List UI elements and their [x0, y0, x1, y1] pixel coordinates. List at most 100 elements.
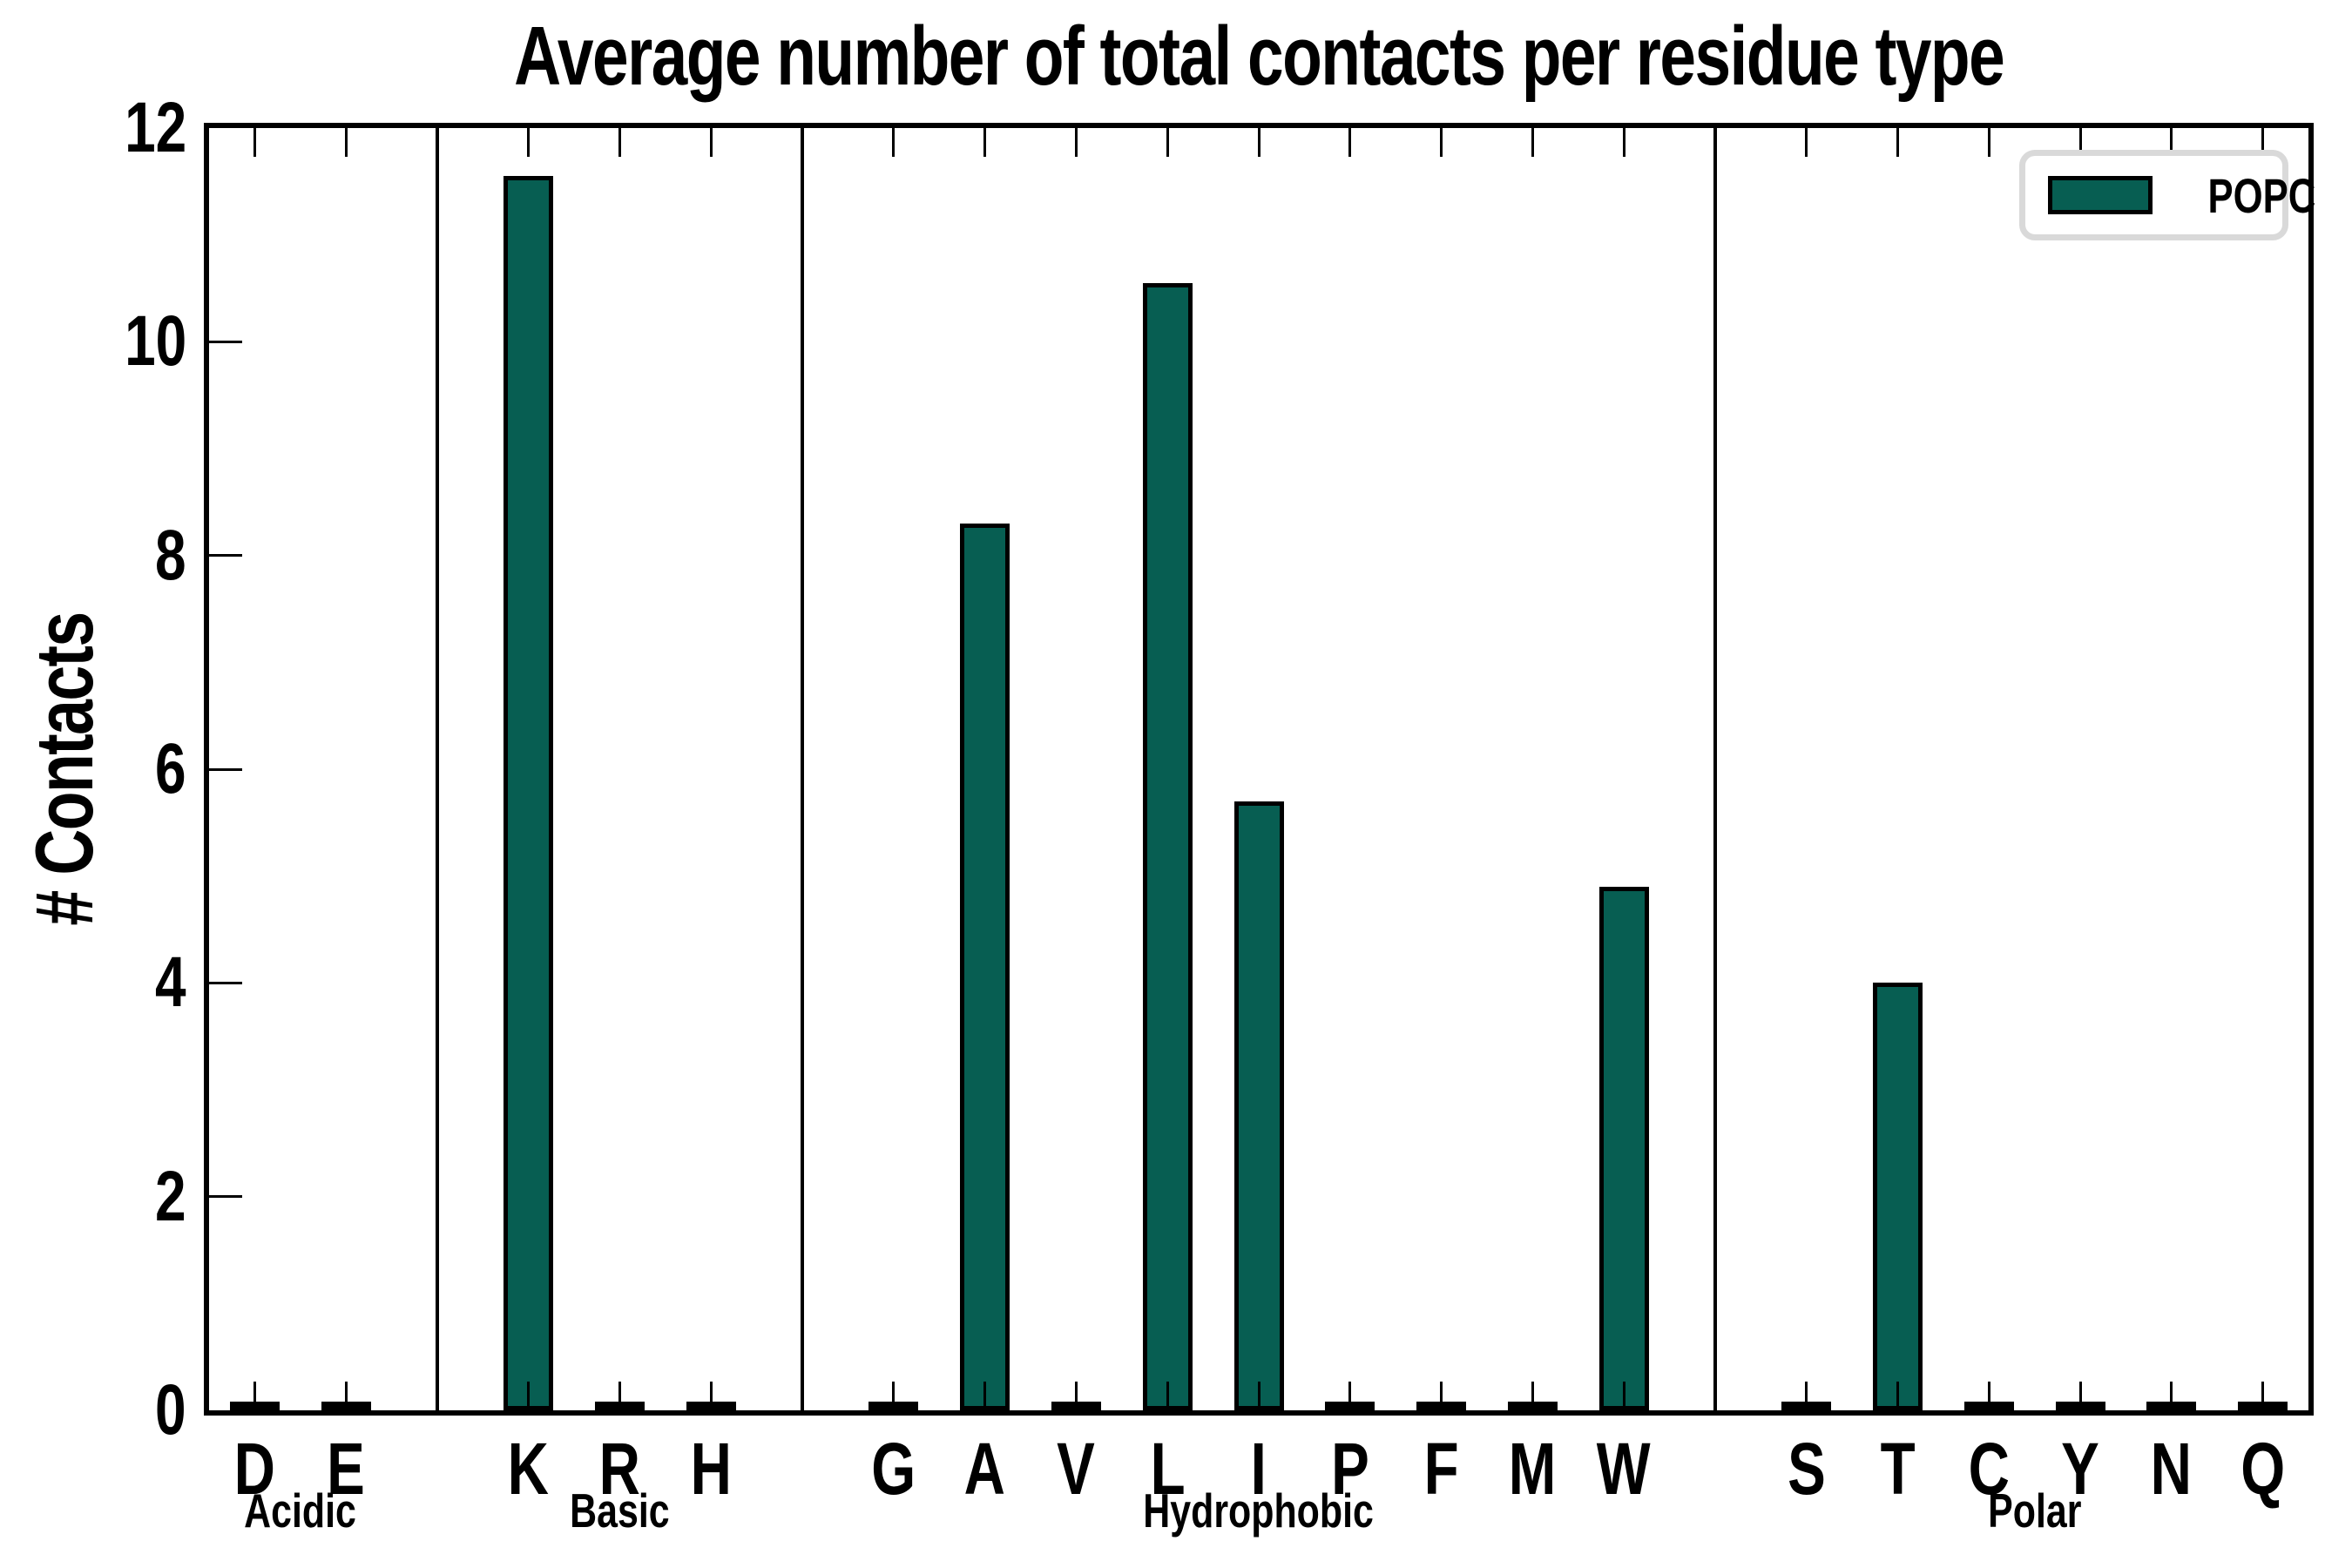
x-tick-bottom-A	[983, 1382, 987, 1410]
x-tick-bottom-Y	[2078, 1382, 2082, 1410]
y-tick-8	[209, 554, 242, 558]
x-tick-label-E: E	[294, 1430, 398, 1507]
x-tick-label-text: Y	[2061, 1428, 2099, 1510]
x-tick-top-Q	[2261, 128, 2265, 157]
y-tick-label-text: 12	[124, 88, 186, 167]
x-tick-label-D: D	[202, 1430, 307, 1507]
x-tick-bottom-Q	[2261, 1382, 2265, 1410]
x-tick-label-text: V	[1057, 1428, 1096, 1510]
group-label-text: Hydrophobic	[1143, 1484, 1375, 1538]
legend-label: POPC	[2193, 167, 2331, 224]
x-tick-label-text: I	[1250, 1428, 1267, 1510]
x-tick-bottom-V	[1074, 1382, 1078, 1410]
x-tick-bottom-M	[1531, 1382, 1534, 1410]
x-tick-bottom-E	[344, 1382, 348, 1410]
legend-swatch-popc	[2048, 176, 2153, 214]
x-tick-label-L: L	[1115, 1430, 1220, 1507]
x-tick-label-C: C	[1936, 1430, 2041, 1507]
x-tick-label-text: W	[1597, 1428, 1652, 1510]
x-tick-bottom-D	[253, 1382, 256, 1410]
y-tick-label-text: 4	[155, 943, 186, 1023]
x-tick-label-W: W	[1571, 1430, 1676, 1507]
bar-A	[960, 524, 1010, 1410]
x-tick-top-A	[983, 128, 987, 157]
x-tick-bottom-N	[2170, 1382, 2173, 1410]
bar-I	[1233, 801, 1284, 1410]
x-tick-bottom-W	[1622, 1382, 1625, 1410]
x-tick-label-text: D	[233, 1428, 276, 1510]
x-tick-label-text: F	[1423, 1428, 1459, 1510]
x-tick-label-text: E	[327, 1428, 366, 1510]
x-tick-label-H: H	[659, 1430, 763, 1507]
group-separator-1	[435, 128, 439, 1410]
y-tick-label-10: 10	[0, 305, 186, 378]
x-tick-label-M: M	[1480, 1430, 1585, 1507]
x-tick-bottom-R	[618, 1382, 622, 1410]
x-tick-label-Y: Y	[2028, 1430, 2132, 1507]
x-tick-top-I	[1257, 128, 1260, 157]
x-tick-label-text: S	[1787, 1428, 1826, 1510]
x-tick-label-text: L	[1150, 1428, 1186, 1510]
x-tick-bottom-G	[892, 1382, 896, 1410]
group-label-acidic: Acidic	[109, 1484, 492, 1537]
x-tick-top-M	[1531, 128, 1534, 157]
x-tick-label-S: S	[1754, 1430, 1859, 1507]
x-tick-top-L	[1166, 128, 1169, 157]
x-tick-label-Q: Q	[2211, 1430, 2315, 1507]
bar-K	[504, 176, 554, 1410]
x-tick-top-D	[253, 128, 256, 157]
x-tick-bottom-K	[527, 1382, 531, 1410]
x-tick-top-G	[892, 128, 896, 157]
x-tick-label-V: V	[1024, 1430, 1128, 1507]
x-tick-label-text: R	[598, 1428, 641, 1510]
y-tick-label-text: 6	[155, 729, 186, 808]
group-label-text: Acidic	[244, 1484, 357, 1538]
x-tick-top-S	[1805, 128, 1808, 157]
legend-label-text: POPC	[2207, 167, 2316, 223]
y-tick-label-8: 8	[0, 515, 186, 595]
y-tick-6	[209, 767, 242, 771]
x-tick-label-I: I	[1206, 1430, 1311, 1507]
x-tick-top-C	[1987, 128, 1990, 157]
x-tick-bottom-C	[1987, 1382, 1990, 1410]
x-tick-top-W	[1622, 128, 1625, 157]
y-tick-2	[209, 1195, 242, 1199]
x-tick-label-A: A	[933, 1430, 1037, 1507]
x-tick-bottom-H	[709, 1382, 713, 1410]
x-tick-top-V	[1074, 128, 1078, 157]
y-tick-label-text: 8	[155, 515, 186, 595]
x-tick-label-T: T	[1845, 1430, 1950, 1507]
x-tick-label-text: Q	[2240, 1428, 2286, 1510]
x-tick-top-H	[709, 128, 713, 157]
x-tick-top-Y	[2078, 128, 2082, 157]
x-tick-bottom-I	[1257, 1382, 1260, 1410]
x-tick-top-K	[527, 128, 531, 157]
y-tick-4	[209, 981, 242, 984]
y-tick-label-text: 2	[155, 1156, 186, 1236]
x-tick-top-R	[618, 128, 622, 157]
x-tick-label-text: T	[1880, 1428, 1916, 1510]
y-tick-label-2: 2	[0, 1156, 186, 1236]
bar-W	[1598, 887, 1649, 1410]
x-tick-bottom-P	[1348, 1382, 1352, 1410]
x-tick-top-T	[1896, 128, 1899, 157]
bar-T	[1872, 983, 1923, 1410]
group-label-text: Polar	[1987, 1484, 2082, 1538]
x-tick-label-text: H	[690, 1428, 732, 1510]
group-label-text: Basic	[570, 1484, 670, 1538]
group-label-basic: Basic	[429, 1484, 812, 1537]
x-tick-label-text: N	[2151, 1428, 2193, 1510]
x-tick-label-P: P	[1298, 1430, 1402, 1507]
y-tick-label-0: 0	[0, 1374, 186, 1447]
plot-area	[204, 123, 2314, 1416]
y-tick-label-text: 0	[155, 1370, 186, 1450]
x-tick-label-text: M	[1509, 1428, 1557, 1510]
group-label-polar: Polar	[1843, 1484, 2227, 1537]
y-tick-10	[209, 340, 242, 343]
bar-L	[1142, 283, 1193, 1410]
x-tick-label-text: A	[963, 1428, 1006, 1510]
x-tick-bottom-T	[1896, 1382, 1899, 1410]
x-tick-label-F: F	[1389, 1430, 1494, 1507]
y-tick-label-6: 6	[0, 733, 186, 806]
y-tick-label-text: 10	[124, 301, 186, 382]
